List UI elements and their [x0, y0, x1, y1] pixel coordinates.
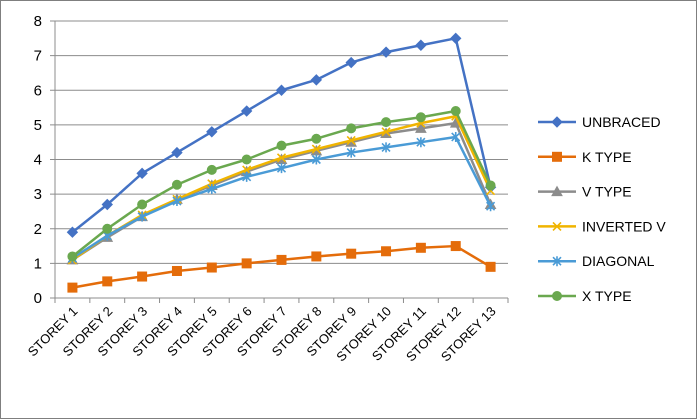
data-point: [346, 147, 356, 158]
data-point: [101, 198, 113, 211]
data-point: [451, 131, 461, 142]
y-axis: 0 1 2 3 4 5 6 7 8: [34, 13, 56, 307]
legend-item-x-type: X TYPE: [538, 288, 632, 304]
y-tick-label: 6: [34, 82, 42, 99]
series-line: [71, 37, 492, 234]
data-point: [450, 32, 462, 45]
data-point: [137, 211, 147, 222]
data-point: [206, 262, 217, 273]
legend-marker: [551, 185, 563, 197]
y-tick-label: 1: [34, 255, 42, 272]
data-point: [380, 46, 392, 58]
legend-marker: [552, 151, 562, 162]
data-point: [67, 282, 78, 293]
data-point: [171, 179, 182, 190]
data-point: [276, 140, 287, 151]
series-line: [71, 114, 492, 261]
y-tick-label: 4: [34, 152, 42, 169]
series-k-type: [67, 241, 496, 293]
data-point: [450, 241, 461, 252]
data-point: [415, 242, 426, 253]
data-point: [345, 56, 357, 69]
legend-item-k-type: K TYPE: [538, 149, 632, 165]
data-point: [311, 251, 322, 262]
data-point: [207, 183, 217, 194]
data-point: [102, 276, 113, 287]
y-tick-label: 3: [34, 186, 42, 203]
y-tick-label: 2: [34, 221, 42, 238]
series-inverted-v: [67, 111, 496, 265]
data-point: [67, 251, 78, 262]
data-point: [346, 123, 357, 134]
legend-marker: [551, 116, 563, 128]
series-layer: [66, 32, 497, 293]
data-point: [171, 146, 183, 159]
data-point: [241, 258, 252, 269]
data-point: [102, 223, 113, 234]
series-x-type: [67, 106, 496, 262]
data-point: [486, 201, 496, 212]
data-point: [275, 84, 288, 96]
data-point: [276, 153, 287, 163]
data-point: [416, 137, 426, 148]
legend-label: DIAGONAL: [582, 253, 655, 269]
data-point: [311, 133, 322, 144]
data-point: [242, 171, 252, 182]
series-line: [71, 109, 492, 258]
data-point: [485, 261, 496, 272]
legend-marker: [552, 291, 562, 301]
data-point: [415, 112, 426, 123]
data-point: [66, 226, 79, 238]
y-tick-label: 0: [34, 290, 42, 307]
legend-marker: [552, 221, 562, 231]
data-point: [241, 154, 252, 165]
series-unbraced: [66, 32, 497, 238]
y-tick-label: 5: [34, 117, 42, 134]
data-point: [415, 122, 427, 133]
legend-marker: [552, 256, 562, 267]
data-point: [137, 271, 148, 282]
legend-item-v-type: V TYPE: [538, 184, 632, 200]
data-point: [137, 199, 148, 210]
data-point: [346, 135, 356, 146]
data-point: [242, 165, 252, 175]
data-point: [346, 248, 357, 259]
data-point: [171, 265, 182, 276]
legend-label: INVERTED V: [582, 218, 666, 234]
legend-item-diagonal: DIAGONAL: [538, 253, 655, 269]
data-point: [311, 144, 321, 154]
data-point: [136, 167, 148, 180]
data-point: [381, 246, 392, 257]
y-tick-label: 8: [34, 13, 42, 30]
data-point: [381, 127, 391, 137]
legend-item-unbraced: UNBRACED: [538, 114, 661, 130]
data-point: [381, 142, 391, 153]
legend-label: UNBRACED: [582, 114, 661, 130]
data-point: [276, 254, 287, 265]
data-point: [485, 180, 496, 191]
data-point: [450, 106, 461, 117]
legend-item-inverted-v: INVERTED V: [538, 218, 666, 234]
legend: UNBRACED K TYPE V TYPE INVERTED V DIAGONAL X …: [538, 114, 666, 304]
data-point: [240, 105, 253, 117]
series-line: [72, 244, 492, 289]
data-point: [381, 117, 392, 128]
y-tick-label: 7: [34, 48, 42, 65]
data-point: [206, 126, 218, 138]
legend-label: V TYPE: [582, 184, 632, 200]
legend-label: X TYPE: [582, 288, 632, 304]
data-point: [172, 196, 182, 207]
data-point: [206, 164, 217, 175]
data-point: [415, 39, 427, 51]
data-point: [276, 163, 287, 174]
series-diagonal: [67, 131, 496, 264]
data-point: [310, 74, 323, 86]
legend-label: K TYPE: [582, 149, 632, 165]
data-point: [311, 154, 321, 165]
